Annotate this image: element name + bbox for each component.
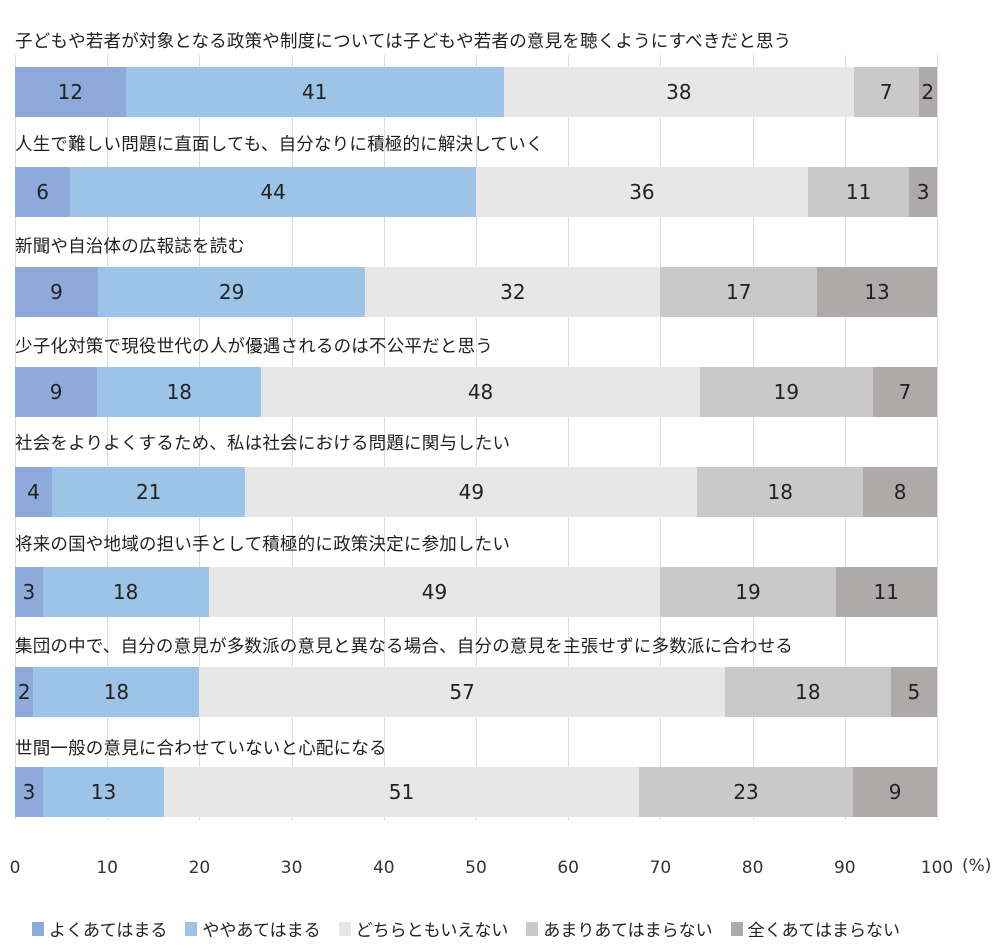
bar-segment: 18	[97, 367, 262, 417]
bar-segment: 8	[863, 467, 937, 517]
x-axis-unit: (%)	[962, 856, 992, 876]
gridline	[107, 55, 109, 820]
gridline	[291, 55, 293, 820]
stacked-bar: 6 44 36 11 3	[15, 167, 937, 217]
bar-segment: 4	[15, 467, 52, 517]
bar-segment: 49	[208, 567, 661, 617]
bar-segment: 18	[697, 467, 864, 517]
legend-label: よくあてはまる	[49, 921, 168, 941]
bar-segment: 2	[918, 67, 937, 117]
category-label: 人生で難しい問題に直面しても、自分なりに積極的に解決していく	[15, 135, 544, 155]
stacked-bar: 12 41 38 7 2	[15, 67, 937, 117]
bar-segment: 13	[817, 267, 937, 317]
legend-label: ややあてはまる	[202, 921, 321, 941]
bar-segment: 7	[873, 367, 937, 417]
bar-segment: 5	[890, 667, 937, 717]
bar-segment: 11	[835, 567, 937, 617]
x-tick-label: 80	[741, 858, 764, 878]
bar-segment: 23	[638, 767, 854, 817]
bar-segment: 57	[199, 667, 725, 717]
stacked-bar: 9 29 32 17 13	[15, 267, 937, 317]
bar-segment: 3	[15, 567, 43, 617]
bar-segment: 19	[660, 567, 836, 617]
bar-segment: 3	[15, 767, 43, 817]
bar-segment: 3	[909, 167, 937, 217]
gridline	[937, 55, 938, 820]
bar-segment: 9	[15, 267, 98, 317]
category-label: 子どもや若者が対象となる政策や制度については子どもや若者の意見を聴くようにすべき…	[15, 32, 792, 52]
bar-segment: 18	[724, 667, 891, 717]
bar-segment: 44	[70, 167, 476, 217]
gridline	[568, 55, 570, 820]
legend-label: あまりあてはまらない	[543, 921, 713, 941]
bar-segment: 13	[42, 767, 164, 817]
bar-segment: 2	[15, 667, 34, 717]
legend-item: 全くあてはまらない	[730, 916, 900, 941]
gridline	[383, 55, 385, 820]
category-label: 将来の国や地域の担い手として積極的に政策決定に参加したい	[15, 535, 511, 555]
bar-segment: 32	[365, 267, 661, 317]
x-tick-label: 20	[188, 858, 211, 878]
legend-label: どちらともいえない	[355, 921, 509, 941]
legend-item: よくあてはまる	[32, 916, 167, 941]
category-label: 少子化対策で現役世代の人が優遇されるのは不公平だと思う	[15, 337, 493, 357]
gridline	[844, 55, 846, 820]
bar-segment: 6	[15, 167, 71, 217]
legend-item: ややあてはまる	[185, 916, 321, 941]
x-tick-label: 70	[649, 858, 672, 878]
bar-segment: 36	[475, 167, 808, 217]
bar-segment: 11	[807, 167, 910, 217]
category-label: 世間一般の意見に合わせていないと心配になる	[15, 739, 387, 759]
category-label: 社会をよりよくするため、私は社会における問題に関与したい	[15, 434, 511, 454]
stacked-bar: 9 18 48 19 7	[15, 367, 937, 417]
legend: よくあてはまる ややあてはまる どちらともいえない あまりあてはまらない 全くあてはまら…	[32, 916, 900, 941]
legend-swatch-icon	[730, 921, 743, 936]
legend-swatch-icon	[526, 921, 539, 936]
bar-segment: 51	[164, 767, 639, 817]
stacked-bar: 3 13 51 23 9	[15, 767, 937, 817]
x-tick-label: 10	[96, 858, 119, 878]
legend-label: 全くあてはまらない	[747, 921, 900, 941]
bar-segment: 7	[854, 67, 919, 117]
gridline	[199, 55, 201, 820]
bar-segment: 48	[261, 367, 700, 417]
bar-segment: 18	[42, 567, 209, 617]
gridline	[660, 55, 662, 820]
x-tick-label: 90	[833, 858, 856, 878]
x-tick-label: 60	[557, 858, 580, 878]
legend-item: どちらともいえない	[338, 916, 509, 941]
x-tick-label: 30	[280, 858, 303, 878]
legend-item: あまりあてはまらない	[526, 916, 713, 941]
stacked-bar: 2 18 57 18 5	[15, 667, 937, 717]
bar-segment: 41	[125, 67, 504, 117]
bar-segment: 29	[97, 267, 366, 317]
legend-swatch-icon	[32, 921, 44, 936]
x-tick-label: 40	[372, 858, 395, 878]
bar-segment: 38	[503, 67, 854, 117]
gridline	[476, 55, 477, 820]
bar-segment: 21	[51, 467, 246, 517]
gridline	[752, 55, 754, 820]
x-axis: 0 10 20 30 40 50 60 70 80 90 100	[0, 858, 999, 884]
stacked-bar: 4 21 49 18 8	[15, 467, 937, 517]
x-tick-label: 100	[920, 858, 954, 878]
bar-segment: 19	[699, 367, 874, 417]
legend-swatch-icon	[185, 921, 198, 936]
stacked-bar: 3 18 49 19 11	[15, 567, 937, 617]
gridline	[15, 55, 16, 820]
x-tick-label: 50	[465, 858, 487, 878]
plot-area	[15, 0, 938, 820]
legend-swatch-icon	[338, 921, 351, 936]
x-tick-label: 0	[9, 858, 21, 878]
bar-segment: 49	[245, 467, 698, 517]
bar-segment: 9	[15, 367, 98, 417]
category-label: 新聞や自治体の広報誌を読む	[15, 237, 246, 257]
bar-segment: 17	[660, 267, 818, 317]
bar-segment: 12	[15, 67, 126, 117]
bar-segment: 18	[33, 667, 200, 717]
category-label: 集団の中で、自分の意見が多数派の意見と異なる場合、自分の意見を主張せずに多数派に…	[15, 637, 794, 657]
bar-segment: 9	[853, 767, 937, 817]
